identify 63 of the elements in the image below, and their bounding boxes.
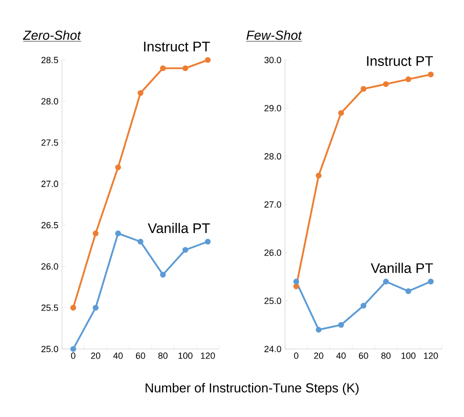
x-tick-label: 20: [314, 352, 324, 359]
x-tick-label: 40: [113, 352, 123, 359]
y-tick-label: 26.5: [41, 222, 58, 228]
y-tick-label: 26.0: [41, 263, 58, 270]
x-tick-label: 120: [424, 352, 438, 359]
point: [92, 304, 99, 311]
point: [338, 322, 344, 328]
point: [405, 288, 412, 294]
x-tick-label: 80: [381, 352, 391, 359]
point: [160, 272, 166, 278]
point: [115, 230, 121, 236]
point: [204, 57, 211, 63]
point: [182, 247, 188, 253]
point: [160, 65, 166, 72]
x-tick-label: 0: [294, 352, 298, 359]
y-tick-label: 28.5: [41, 56, 58, 64]
series-label: Instruct PT: [144, 42, 210, 52]
y-tick-label: 25.0: [264, 298, 282, 304]
point: [182, 65, 188, 72]
point: [138, 90, 144, 96]
series-label: Instruct PT: [367, 56, 433, 66]
point: [316, 172, 322, 178]
series-label: Vanilla PT: [148, 222, 210, 234]
point: [293, 278, 300, 284]
y-tick-label: 27.5: [41, 139, 58, 146]
point: [383, 81, 389, 87]
x-tick-label: 40: [336, 352, 346, 359]
series-label: Vanilla PT: [370, 262, 433, 274]
x-tick-label: 0: [71, 352, 76, 359]
y-tick-label: 25.5: [41, 304, 58, 311]
x-tick-label: 60: [358, 352, 368, 359]
point: [70, 304, 76, 311]
y-tick-label: 24.0: [264, 346, 282, 352]
y-tick-label: 26.0: [264, 249, 282, 256]
y-tick-label: 28.0: [41, 98, 58, 104]
x-tick-label: 100: [402, 352, 416, 359]
point: [338, 110, 344, 116]
point: [115, 164, 121, 170]
point: [405, 76, 412, 82]
x-tick-label: 120: [200, 352, 215, 359]
point: [316, 326, 322, 333]
chart-title: Zero-Shot: [22, 30, 82, 40]
point: [204, 238, 211, 245]
y-tick-label: 27.0: [41, 180, 58, 188]
point: [360, 86, 366, 92]
x-axis-title: Number of Instruction-Tune Steps (K): [146, 382, 359, 396]
point: [360, 302, 366, 309]
y-tick-label: 25.0: [41, 346, 58, 352]
point: [383, 278, 389, 284]
y-tick-label: 30.0: [264, 56, 282, 64]
x-tick-label: 20: [91, 352, 100, 359]
y-tick-label: 29.0: [264, 104, 282, 112]
x-tick-label: 100: [178, 352, 192, 359]
point: [428, 278, 434, 284]
point: [70, 346, 76, 352]
point: [138, 238, 144, 245]
y-tick-label: 27.0: [264, 201, 282, 208]
chart-title: Few-Shot: [246, 30, 302, 40]
y-tick-label: 28.0: [264, 153, 282, 160]
point: [428, 72, 434, 78]
x-tick-label: 80: [158, 352, 168, 359]
x-tick-label: 60: [136, 352, 146, 359]
point: [92, 230, 99, 236]
